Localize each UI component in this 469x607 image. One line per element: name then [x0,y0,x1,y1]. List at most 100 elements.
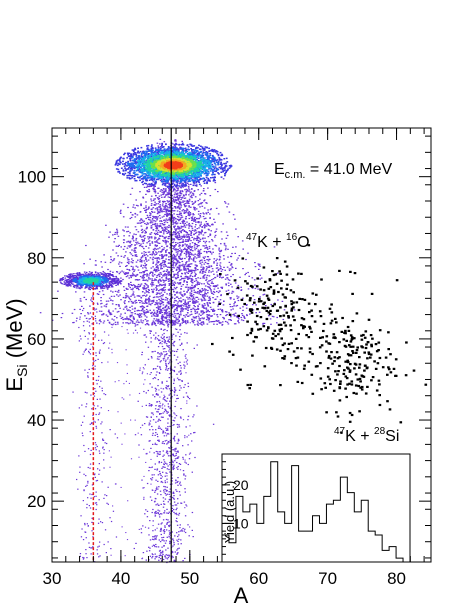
density-dot [100,310,103,312]
density-dot [153,186,155,188]
density-dot [122,157,125,160]
density-dot [172,182,175,184]
density-dot [145,279,148,281]
density-dot [134,300,136,302]
density-dot [188,247,190,250]
density-dot [185,253,188,255]
density-dot [169,202,171,205]
density-dot [172,189,175,191]
density-dot [215,285,217,287]
density-dot [198,231,201,233]
density-dot [151,179,154,181]
density-dot [174,304,176,306]
density-dot [166,181,169,183]
density-dot [135,229,138,231]
density-dot [153,190,156,193]
density-dot [165,230,168,233]
density-dot [148,297,150,299]
density-dot [151,241,154,243]
density-dot [191,229,194,231]
density-dot [163,210,165,213]
density-dot [136,266,139,268]
density-dot [126,165,128,167]
density-dot [116,294,118,296]
density-dot [197,254,200,256]
density-dot [131,321,134,323]
density-dot [149,214,151,217]
density-dot [137,157,140,160]
density-dot [162,281,165,283]
density-dot [131,214,134,216]
density-dot [207,177,210,180]
density-dot [156,310,159,313]
density-dot [198,152,201,154]
density-dot [143,312,146,314]
density-dot [189,314,192,316]
density-dot [173,210,176,212]
density-dot [167,289,170,291]
density-dot [175,277,178,280]
density-dot [188,271,190,273]
density-dot [171,324,174,326]
density-dot [221,309,224,311]
density-dot [193,289,195,291]
density-dot [217,305,219,307]
density-dot [157,212,160,214]
density-dot [163,274,166,276]
density-dot [217,163,220,165]
density-dot [180,144,183,146]
density-dot [132,317,135,319]
density-dot [134,310,136,312]
density-dot [172,246,175,248]
density-dot [179,227,181,229]
density-dot [176,192,178,194]
density-dot [192,301,194,303]
density-dot [177,248,179,250]
density-dot [197,291,199,293]
density-dot [132,235,134,237]
density-dot [190,148,192,150]
density-dot [178,214,181,216]
density-dot [145,259,147,261]
density-dot [168,193,171,195]
density-dot [240,289,242,291]
density-dot [184,206,186,208]
density-dot [184,189,186,191]
density-dot [166,228,168,230]
density-dot [173,183,176,186]
density-dot [148,298,150,300]
density-dot [133,170,136,172]
density-dot [174,225,176,227]
density-dot [150,226,153,229]
density-dot [155,315,158,317]
density-dot [178,256,180,258]
density-dot [166,266,169,268]
density-dot [230,283,232,285]
density-dot [156,259,158,261]
density-dot [173,144,176,146]
density-dot [187,146,190,148]
density-dot [181,178,184,180]
density-dot [190,151,193,153]
density-dot [179,254,182,256]
density-dot [173,274,175,276]
density-dot [191,298,194,300]
density-dot [220,231,223,233]
density-dot [178,298,180,300]
density-dot [202,270,205,272]
density-dot [162,180,165,182]
density-dot [208,280,210,282]
density-dot [142,231,144,233]
density-dot [157,282,160,284]
density-dot [167,231,169,233]
density-dot [175,193,178,195]
density-dot [179,146,181,148]
density-dot [145,173,147,175]
density-dot [202,177,205,179]
density-dot [173,323,175,325]
density-dot [172,190,175,192]
density-dot [185,314,187,316]
density-dot [192,297,195,299]
density-dot [188,254,190,256]
density-dot [159,305,162,307]
